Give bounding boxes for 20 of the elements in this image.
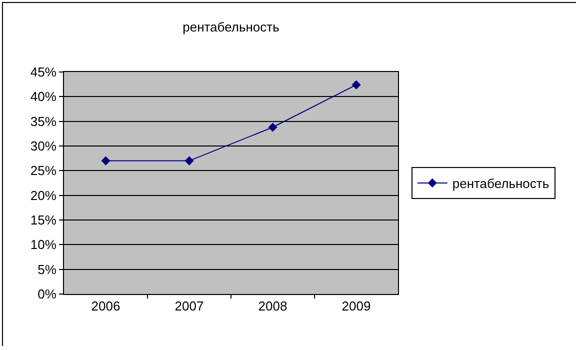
x-tick-label: 2008 bbox=[258, 298, 288, 314]
point bbox=[352, 80, 361, 90]
y-tick-label: 15% bbox=[30, 212, 57, 228]
y-tick-label: 45% bbox=[30, 64, 57, 80]
y-tick-label: 10% bbox=[30, 237, 57, 252]
y-tick-label: 5% bbox=[38, 262, 57, 277]
y-tick-label: 35% bbox=[30, 114, 57, 129]
point bbox=[184, 156, 194, 166]
x-tick-label: 2009 bbox=[342, 298, 371, 314]
legend-label: рентабельность bbox=[452, 176, 550, 192]
chart-title: рентабельность bbox=[182, 20, 280, 35]
y-tick-label: 20% bbox=[30, 188, 57, 203]
y-tick-label: 25% bbox=[30, 163, 57, 178]
y-tick-label: 0% bbox=[38, 286, 57, 302]
y-tick-label: 30% bbox=[30, 138, 57, 154]
point bbox=[268, 122, 278, 132]
x-tick-label: 2006 bbox=[91, 298, 120, 314]
x-tick-label: 2007 bbox=[174, 298, 204, 314]
y-tick-label: 40% bbox=[30, 89, 57, 104]
point bbox=[101, 156, 110, 166]
